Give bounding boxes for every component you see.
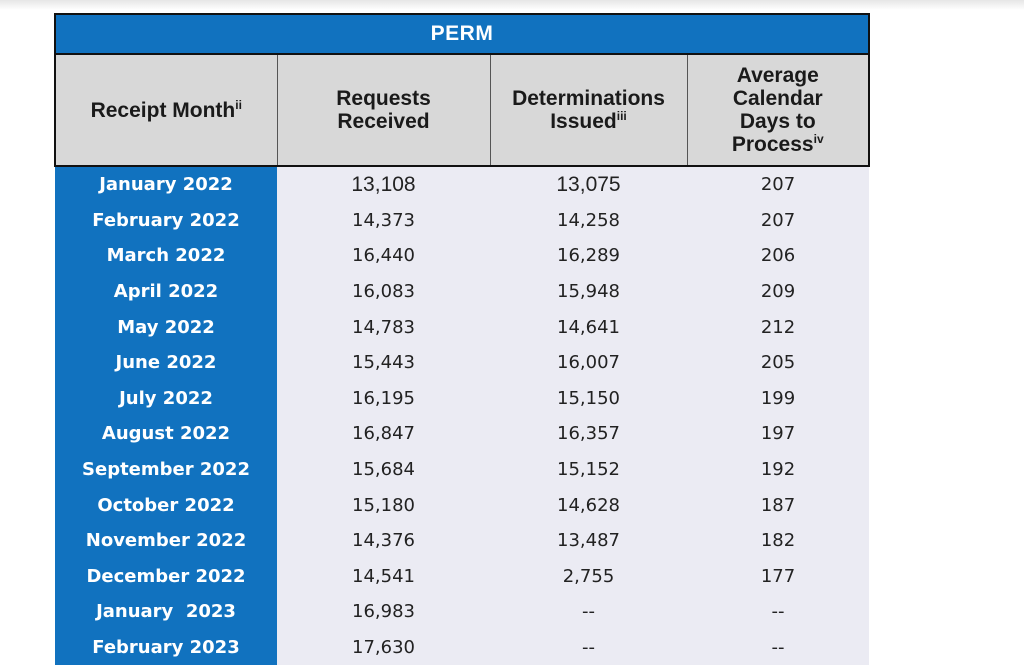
- table-row: June 2022 15,443 16,007 205: [55, 344, 869, 381]
- requests-cell: 16,440: [277, 238, 490, 274]
- month-cell: April 2022: [55, 273, 277, 310]
- header-receipt-month: Receipt Monthii: [54, 53, 277, 167]
- days-cell: 199: [687, 380, 869, 417]
- header-determinations-line2: Issued: [550, 110, 617, 133]
- days-cell: 197: [687, 416, 869, 452]
- determinations-cell: 16,357: [490, 416, 687, 452]
- header-days-line1: Average: [736, 64, 819, 87]
- month-cell: September 2022: [55, 451, 277, 488]
- table-row: March 2022 16,440 16,289 206: [55, 238, 869, 274]
- determinations-cell: 15,948: [490, 273, 687, 310]
- header-requests-line2: Received: [337, 110, 430, 133]
- month-cell: January 2023: [55, 594, 277, 630]
- header-determinations-issued: Determinations Issuediii: [489, 53, 687, 167]
- table-row: October 2022 15,180 14,628 187: [55, 487, 869, 523]
- requests-cell: 15,443: [277, 344, 490, 381]
- header-requests-line1: Requests: [336, 87, 431, 110]
- table-row: November 2022 14,376 13,487 182: [55, 522, 869, 559]
- table-row: September 2022 15,684 15,152 192: [55, 451, 869, 488]
- requests-cell: 14,783: [277, 309, 490, 345]
- table-row: December 2022 14,541 2,755 177: [55, 558, 869, 595]
- header-determinations-line1: Determinations: [512, 87, 665, 110]
- header-average-days: Average Calendar Days to Processiv: [686, 53, 870, 167]
- days-cell: 207: [687, 202, 869, 239]
- footnote-iii: iii: [616, 109, 627, 123]
- determinations-cell: --: [490, 629, 687, 666]
- header-requests-received: Requests Received: [276, 53, 490, 167]
- requests-cell: 16,983: [277, 594, 490, 630]
- determinations-cell: 13,487: [490, 522, 687, 559]
- table-row: July 2022 16,195 15,150 199: [55, 380, 869, 417]
- requests-cell: 16,083: [277, 273, 490, 310]
- determinations-cell: 16,289: [490, 238, 687, 274]
- determinations-cell: --: [490, 594, 687, 630]
- requests-cell: 16,847: [277, 416, 490, 452]
- table-row: February 2023 17,630 -- --: [55, 629, 869, 666]
- days-cell: --: [687, 629, 869, 666]
- determinations-cell: 14,258: [490, 202, 687, 239]
- table-row: January 2022 13,108 13,075 207: [55, 166, 869, 203]
- days-cell: 177: [687, 558, 869, 595]
- requests-cell: 15,180: [277, 487, 490, 523]
- table-title: PERM: [54, 13, 870, 54]
- footnote-iv: iv: [813, 132, 824, 146]
- month-cell: November 2022: [55, 522, 277, 559]
- determinations-cell: 13,075: [490, 166, 687, 203]
- month-cell: December 2022: [55, 558, 277, 595]
- days-cell: 205: [687, 344, 869, 381]
- determinations-cell: 14,628: [490, 487, 687, 523]
- requests-cell: 14,373: [277, 202, 490, 239]
- perm-table: PERM Receipt Monthii Requests Received D…: [54, 13, 870, 666]
- month-cell: May 2022: [55, 309, 277, 345]
- determinations-cell: 15,150: [490, 380, 687, 417]
- days-cell: 212: [687, 309, 869, 345]
- determinations-cell: 2,755: [490, 558, 687, 595]
- month-cell: August 2022: [55, 416, 277, 452]
- footnote-ii: ii: [235, 97, 242, 112]
- header-receipt-month-label: Receipt Month: [90, 98, 236, 122]
- header-days-line2: Calendar: [732, 87, 823, 110]
- requests-cell: 13,108: [277, 166, 490, 203]
- determinations-cell: 15,152: [490, 451, 687, 488]
- determinations-cell: 16,007: [490, 344, 687, 381]
- requests-cell: 14,541: [277, 558, 490, 595]
- header-days-line3: Days to: [739, 110, 816, 133]
- requests-cell: 17,630: [277, 629, 490, 666]
- requests-cell: 14,376: [277, 522, 490, 559]
- table-row: August 2022 16,847 16,357 197: [55, 416, 869, 452]
- requests-cell: 15,684: [277, 451, 490, 488]
- month-cell: July 2022: [55, 380, 277, 417]
- table-body: January 2022 13,108 13,075 207 February …: [55, 166, 869, 666]
- days-cell: 192: [687, 451, 869, 488]
- month-cell: October 2022: [55, 487, 277, 523]
- table-row: January 2023 16,983 -- --: [55, 594, 869, 630]
- month-cell: February 2022: [55, 202, 277, 239]
- month-cell: February 2023: [55, 629, 277, 666]
- days-cell: --: [687, 594, 869, 630]
- table-row: May 2022 14,783 14,641 212: [55, 309, 869, 345]
- days-cell: 206: [687, 238, 869, 274]
- determinations-cell: 14,641: [490, 309, 687, 345]
- month-cell: March 2022: [55, 238, 277, 274]
- month-cell: January 2022: [55, 166, 277, 203]
- top-shadow: [0, 0, 1024, 10]
- header-days-line4: Process: [731, 133, 814, 156]
- table-row: February 2022 14,373 14,258 207: [55, 202, 869, 239]
- days-cell: 207: [687, 166, 869, 203]
- table-row: April 2022 16,083 15,948 209: [55, 273, 869, 310]
- days-cell: 209: [687, 273, 869, 310]
- days-cell: 187: [687, 487, 869, 523]
- requests-cell: 16,195: [277, 380, 490, 417]
- month-cell: June 2022: [55, 344, 277, 381]
- days-cell: 182: [687, 522, 869, 559]
